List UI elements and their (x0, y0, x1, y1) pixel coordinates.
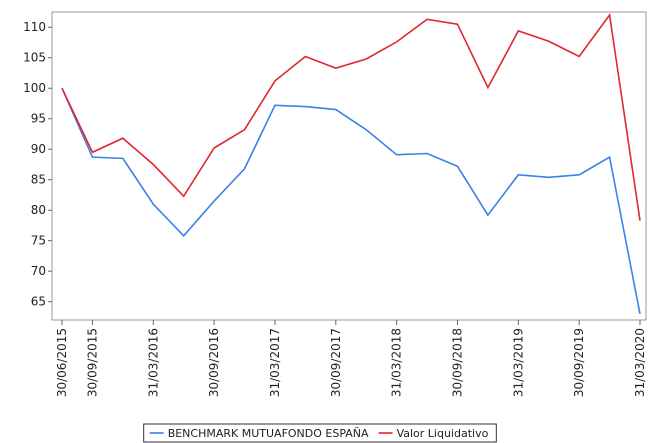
x-tick-label: 31/03/2016 (146, 328, 160, 397)
plot-area (51, 11, 647, 321)
y-tick-label: 105 (23, 51, 46, 65)
legend: BENCHMARK MUTUAFONDO ESPAÑA Valor Liquida… (143, 423, 497, 443)
x-tick-label: 30/06/2015 (55, 328, 69, 397)
legend-box (143, 423, 497, 443)
legend-label: BENCHMARK MUTUAFONDO ESPAÑA (168, 427, 369, 440)
legend-label: Valor Liquidativo (397, 427, 489, 440)
x-tick-label: 30/09/2016 (207, 328, 221, 397)
y-tick-label: 100 (23, 81, 46, 95)
y-tick-label: 85 (31, 173, 46, 187)
x-tick-label: 31/03/2020 (633, 328, 647, 397)
x-tick-label: 31/03/2019 (511, 328, 525, 397)
x-tick-label: 30/09/2019 (572, 328, 586, 397)
series-line (61, 13, 641, 221)
y-tick-label: 70 (31, 264, 46, 278)
series-line (61, 87, 641, 315)
y-tick-label: 90 (31, 142, 46, 156)
x-tick-label: 31/03/2017 (268, 328, 282, 397)
x-tick-label: 30/09/2017 (329, 328, 343, 397)
y-tick-label: 110 (23, 20, 46, 34)
y-tick-label: 65 (31, 295, 46, 309)
y-tick-label: 95 (31, 112, 46, 126)
x-tick-label: 30/09/2015 (85, 328, 99, 397)
x-tick-label: 30/09/2018 (450, 328, 464, 397)
y-tick-label: 80 (31, 203, 46, 217)
y-tick-label: 75 (31, 234, 46, 248)
x-tick-label: 31/03/2018 (390, 328, 404, 397)
